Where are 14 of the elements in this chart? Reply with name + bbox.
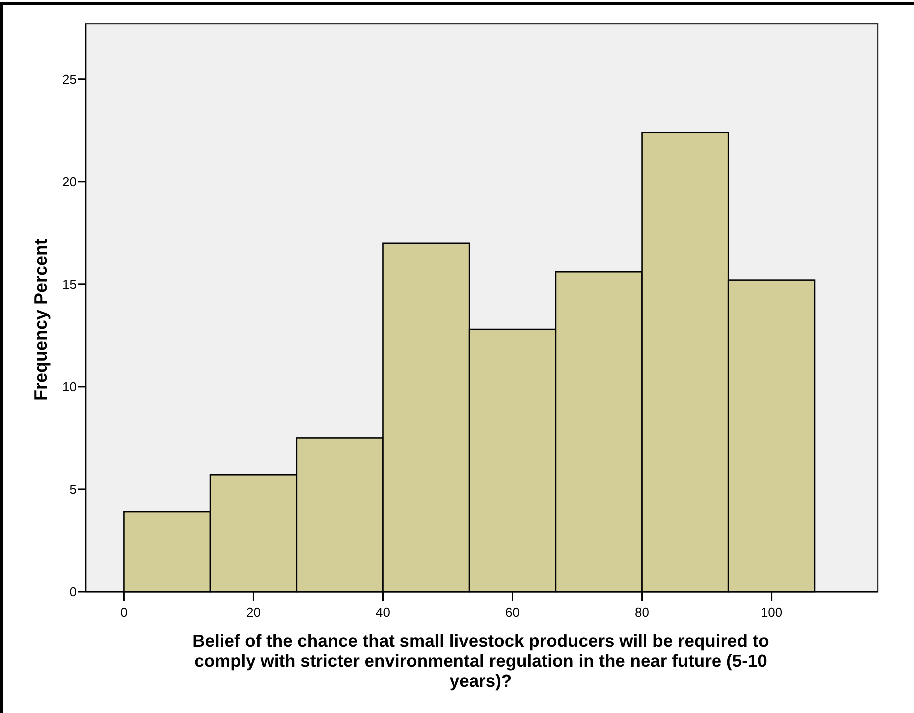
x-tick-label: 80	[635, 605, 650, 620]
y-tick-label: 10	[62, 379, 77, 394]
x-tick-label: 0	[120, 605, 128, 620]
x-tick-label: 100	[760, 605, 783, 620]
y-tick-label: 20	[62, 174, 77, 190]
x-tick-label: 20	[246, 605, 261, 620]
y-axis-title: Frequency Percent	[31, 238, 51, 402]
y-tick-label: 15	[62, 276, 77, 292]
x-axis-title: Belief of the chance that small livestock producers will be required to comply with stricter environmental regulation in the near future (5-10 years)?	[192, 631, 770, 691]
x-tick-label: 40	[376, 605, 390, 620]
y-tick-label: 25	[62, 72, 77, 87]
x-tick-label: 60	[506, 605, 520, 620]
y-tick-label: 0	[70, 584, 77, 600]
y-tick-label: 5	[70, 482, 77, 498]
